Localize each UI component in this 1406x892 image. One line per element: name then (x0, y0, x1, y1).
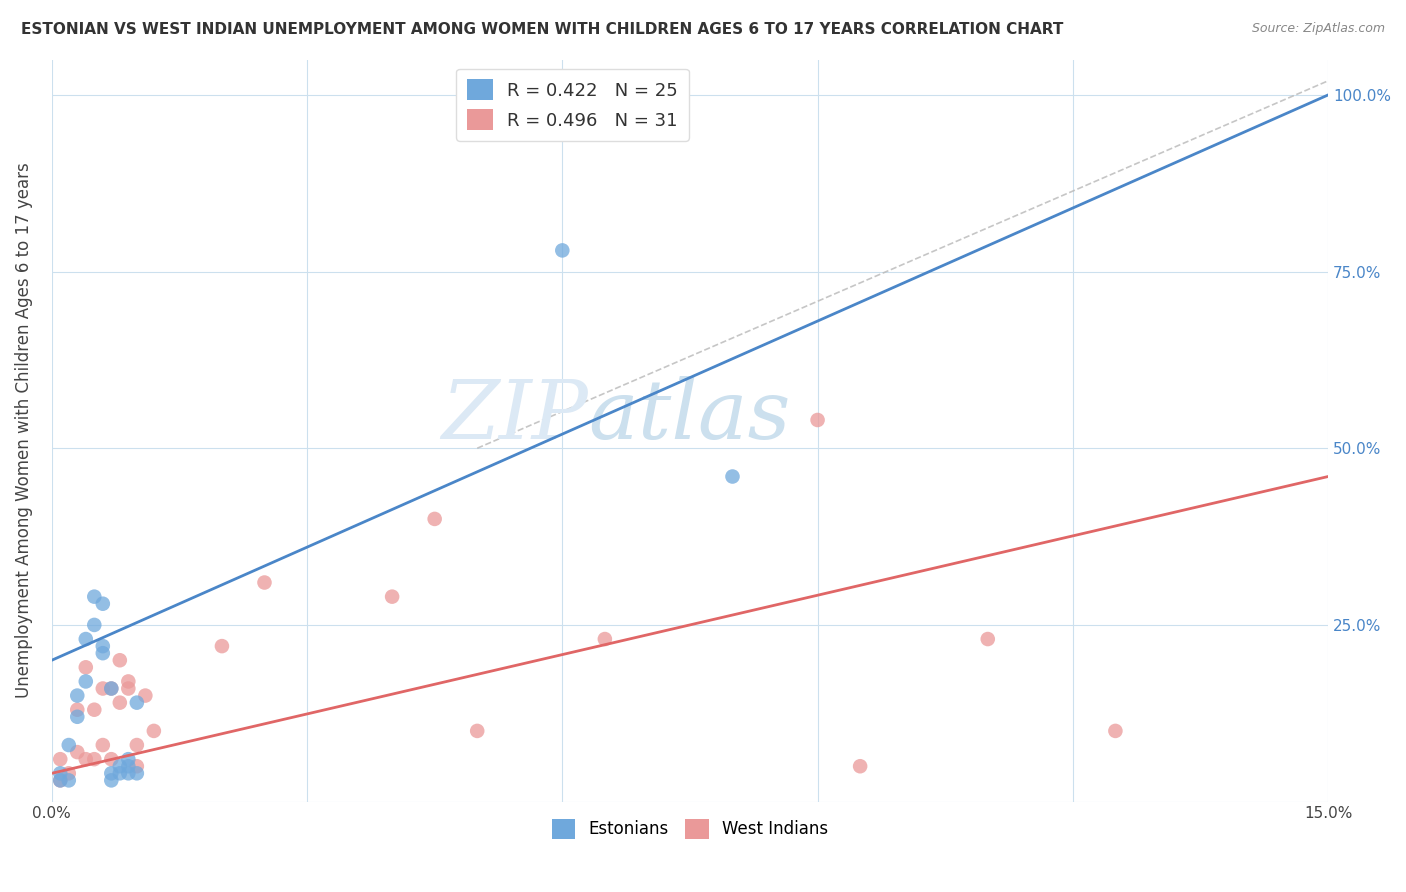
Point (100, 752, 122, 766)
Point (83, 618, 105, 632)
Point (75, 752, 97, 766)
Point (83, 590, 105, 604)
Point (806, 413, 828, 427)
Point (117, 759, 139, 773)
Point (117, 766, 139, 780)
Point (83, 752, 105, 766)
Point (49, 773, 72, 788)
Point (117, 674, 139, 689)
Text: ZIP: ZIP (441, 376, 588, 456)
Point (125, 738, 148, 752)
Point (91, 681, 114, 696)
Point (593, 632, 616, 646)
Point (381, 590, 404, 604)
Point (977, 632, 1000, 646)
Point (49, 773, 72, 788)
Point (100, 773, 122, 788)
Point (100, 681, 122, 696)
Point (91, 646, 114, 660)
Point (142, 723, 165, 738)
Point (66, 710, 89, 724)
Point (423, 512, 446, 526)
Point (100, 681, 122, 696)
Point (66, 703, 89, 717)
Text: atlas: atlas (588, 376, 790, 456)
Point (75, 632, 97, 646)
Point (91, 597, 114, 611)
Text: Source: ZipAtlas.com: Source: ZipAtlas.com (1251, 22, 1385, 36)
Point (134, 689, 156, 703)
Point (100, 766, 122, 780)
Point (49, 752, 72, 766)
Point (91, 639, 114, 653)
Point (721, 469, 744, 483)
Point (125, 696, 148, 710)
Point (1104, 723, 1126, 738)
Point (58, 738, 80, 752)
Point (75, 660, 97, 674)
Point (108, 766, 131, 780)
Point (849, 759, 872, 773)
Point (49, 766, 72, 780)
Point (551, 244, 574, 258)
Point (211, 639, 233, 653)
Point (125, 759, 148, 773)
Point (108, 696, 131, 710)
Point (58, 766, 80, 780)
Y-axis label: Unemployment Among Women with Children Ages 6 to 17 years: Unemployment Among Women with Children A… (15, 162, 32, 698)
Point (465, 723, 488, 738)
Point (108, 653, 131, 667)
Point (125, 766, 148, 780)
Point (66, 745, 89, 759)
Legend: Estonians, West Indians: Estonians, West Indians (546, 813, 835, 846)
Point (117, 681, 139, 696)
Text: ESTONIAN VS WEST INDIAN UNEMPLOYMENT AMONG WOMEN WITH CHILDREN AGES 6 TO 17 YEAR: ESTONIAN VS WEST INDIAN UNEMPLOYMENT AMO… (21, 22, 1063, 37)
Point (75, 674, 97, 689)
Point (108, 759, 131, 773)
Point (66, 689, 89, 703)
Point (117, 752, 139, 766)
Point (83, 703, 105, 717)
Point (253, 575, 276, 590)
Point (58, 773, 80, 788)
Point (91, 738, 114, 752)
